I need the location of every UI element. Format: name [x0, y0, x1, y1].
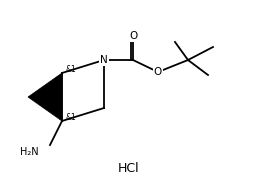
- Text: N: N: [100, 55, 108, 65]
- Polygon shape: [28, 73, 62, 121]
- Text: HCl: HCl: [118, 161, 140, 175]
- Text: &1: &1: [66, 65, 77, 74]
- Text: &1: &1: [66, 113, 77, 122]
- Text: H₂N: H₂N: [20, 147, 39, 157]
- Text: O: O: [154, 67, 162, 77]
- Text: O: O: [130, 31, 138, 41]
